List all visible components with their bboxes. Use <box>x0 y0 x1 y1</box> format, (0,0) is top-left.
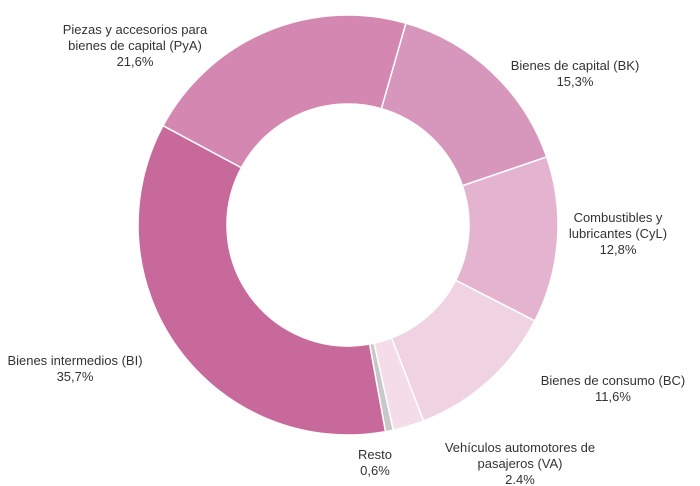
category-label: Bienes de consumo (BC) <box>540 373 686 388</box>
value-label: 0,6% <box>360 463 390 478</box>
category-label: Combustibles y lubricantes (CyL) <box>568 210 668 241</box>
category-label: Vehículos automotores de pasajeros (VA) <box>444 440 596 471</box>
slice-label: Bienes intermedios (BI) 35,7% <box>0 353 185 385</box>
category-label: Bienes intermedios (BI) <box>7 353 143 368</box>
slice <box>137 124 387 436</box>
value-label: 15,3% <box>556 74 594 89</box>
slice-label: Bienes de capital (BK) 15,3% <box>465 58 685 90</box>
slice-label: Combustibles y lubricantes (CyL) 12,8% <box>508 210 700 258</box>
slice-label: Resto 0,6% <box>265 447 485 479</box>
slice-label: Piezas y accesorios para bienes de capit… <box>25 22 245 70</box>
slice-label: Bienes de consumo (BC) 11,6% <box>503 373 700 405</box>
value-label: 35,7% <box>56 369 94 384</box>
value-label: 2.4% <box>505 472 535 486</box>
category-label: Piezas y accesorios para bienes de capit… <box>62 22 208 53</box>
category-label: Bienes de capital (BK) <box>510 58 640 73</box>
value-label: 21,6% <box>116 54 154 69</box>
slice <box>161 14 407 169</box>
category-label: Resto <box>358 447 392 462</box>
value-label: 12,8% <box>599 242 637 257</box>
value-label: 11,6% <box>595 389 631 404</box>
slice <box>380 22 548 187</box>
slice-label: Vehículos automotores de pasajeros (VA) 2… <box>410 440 630 486</box>
